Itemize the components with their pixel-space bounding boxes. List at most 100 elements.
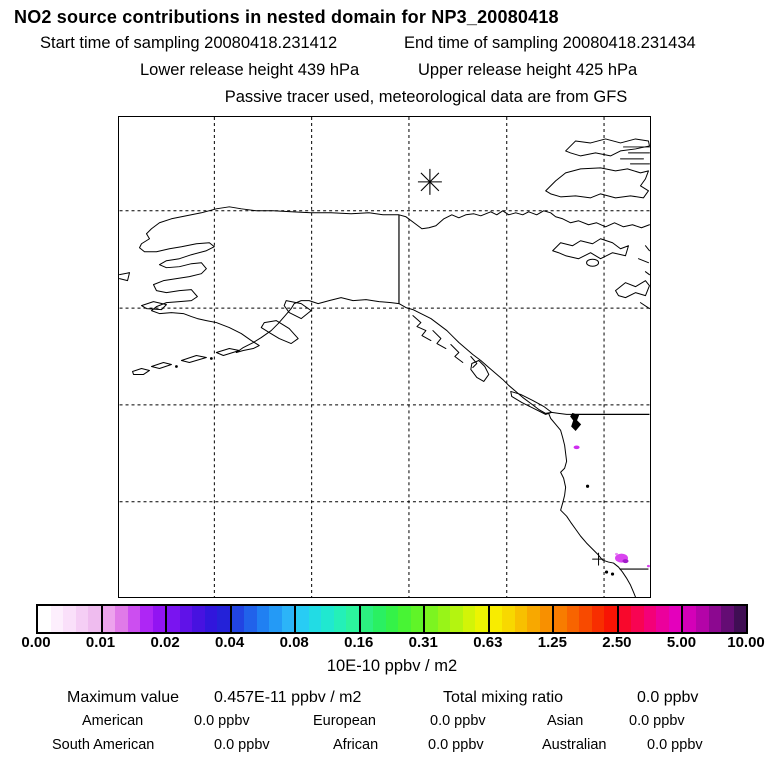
colorbar-cell [127,606,141,632]
colorbar-cell [63,606,76,632]
colorbar-tick-label: 0.00 [21,634,51,651]
colorbar-tick-label: 0.63 [473,634,503,651]
region-asian-label: Asian [547,713,584,729]
max-value-number: 0.457E-11 ppbv / m2 [214,689,362,706]
colorbar-segment [616,606,682,632]
colorbar-cell [579,606,592,632]
colorbar-cell [643,606,657,632]
colorbar-cell [38,606,51,632]
colorbar-cell [115,606,128,632]
colorbar-cell [385,606,399,632]
colorbar-cell [167,606,180,632]
colorbar-cell [333,606,347,632]
hotspot-edge-speck [646,564,650,568]
colorbar-cell [152,606,166,632]
start-time-text: Start time of sampling 20080418.231412 [40,34,338,52]
colorbar-cell [217,606,230,632]
colorbar-cell [502,606,515,632]
colorbar-segment [294,606,359,632]
total-ratio-value: 0.0 ppbv [637,689,699,706]
colorbar-cell [527,606,540,632]
region-australian-value: 0.0 ppbv [647,737,703,753]
upper-release-text: Upper release height 425 hPa [418,61,638,79]
colorbar-segment [100,606,166,632]
colorbar-tick-label: 0.04 [215,634,245,651]
colorbar-cell [321,606,334,632]
colorbar-tick-label: 0.16 [344,634,374,651]
map-canvas [119,117,650,597]
region-african-label: African [333,737,379,753]
colorbar-tick-label: 0.31 [408,634,438,651]
region-african-value: 0.0 ppbv [428,737,484,753]
colorbar-cell [539,606,553,632]
colorbar-segment [38,606,101,632]
colorbar-cell [204,606,218,632]
colorbar-cell [410,606,424,632]
region-southamerican-label: South American [52,737,155,753]
max-value-label: Maximum value [67,689,180,706]
colorbar-cell [88,606,101,632]
colorbar-segment [229,606,295,632]
colorbar-cell [281,606,295,632]
colorbar-segment [423,606,488,632]
colorbar [36,604,748,634]
colorbar-cell [296,606,309,632]
tracer-note-text: Passive tracer used, meteorological data… [224,88,628,106]
colorbar-ticks: 0.00 0.01 0.02 0.04 0.08 0.16 0.31 0.63 1.25 2.50… [21,634,764,652]
political-borders [398,214,650,570]
colorbar-cell [192,606,205,632]
colorbar-cell [591,606,605,632]
colorbar-cell [631,606,644,632]
colorbar-cell [450,606,463,632]
page-title: NO2 source contributions in nested domai… [14,7,559,27]
region-australian-label: Australian [542,737,607,753]
region-european-value: 0.0 ppbv [430,713,486,729]
colorbar-cell [437,606,451,632]
region-american-label: American [82,713,144,729]
colorbar-cell [604,606,617,632]
colorbar-tick-label: 1.25 [537,634,567,651]
colorbar-unit-label: 10E-10 ppbv / m2 [326,657,458,675]
colorbar-cell [50,606,64,632]
colorbar-cell [475,606,488,632]
colorbar-cell [425,606,438,632]
colorbar-cell [733,606,747,632]
colorbar-cell [360,606,374,632]
colorbar-cell [256,606,270,632]
colorbar-cell [398,606,411,632]
colorbar-cell [102,606,116,632]
colorbar-segment [358,606,424,632]
colorbar-cell [566,606,580,632]
hotspot-oregon [573,445,580,450]
colorbar-tick-label: 0.02 [150,634,180,651]
concentration-hotspots [573,445,650,568]
colorbar-segment [487,606,553,632]
colorbar-tick-label: 10.00 [727,634,765,651]
region-american-value: 0.0 ppbv [194,713,250,729]
colorbar-cell [269,606,282,632]
colorbar-cell [231,606,245,632]
colorbar-tick-label: 0.08 [279,634,309,651]
colorbar-cell [554,606,567,632]
city-cross-marker [592,552,606,566]
colorbar-cell [75,606,89,632]
colorbar-cell [308,606,322,632]
colorbar-segment [552,606,617,632]
graticule-grid [119,117,650,597]
map-panel [118,116,651,598]
colorbar-cell [462,606,476,632]
colorbar-cell [618,606,632,632]
colorbar-cell [489,606,503,632]
total-ratio-label: Total mixing ratio [443,689,564,706]
colorbar-cell [373,606,386,632]
colorbar-cell [721,606,734,632]
colorbar-cell [668,606,682,632]
colorbar-tick-label: 0.01 [85,634,116,651]
colorbar-cell [708,606,722,632]
colorbar-cell [683,606,696,632]
colorbar-cell [140,606,153,632]
release-point-star-marker [417,168,442,195]
coastlines [119,138,650,597]
end-time-text: End time of sampling 20080418.231434 [404,34,696,52]
